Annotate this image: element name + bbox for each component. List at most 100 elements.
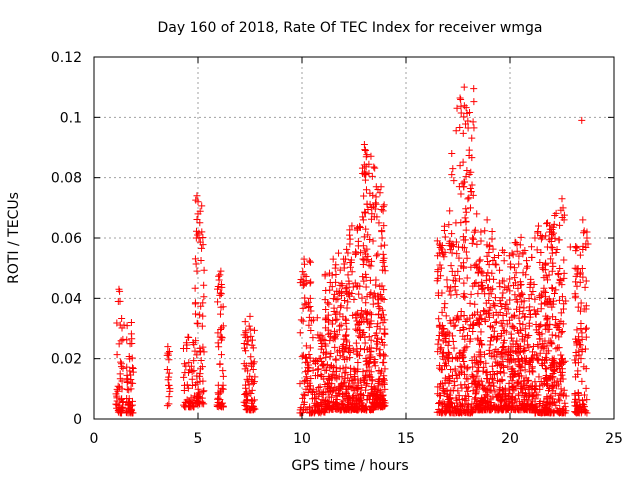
data-point [531,378,539,386]
data-point [328,283,336,291]
data-point [520,395,528,403]
data-point [529,348,537,356]
data-point [462,218,470,226]
data-point [191,255,199,263]
data-point [473,387,481,395]
data-point [242,405,250,413]
data-point [514,379,522,387]
data-point [560,386,568,394]
data-point [372,200,380,208]
data-point [466,185,474,193]
data-point [370,359,378,367]
data-point [381,241,389,249]
data-point [504,345,512,353]
data-point [478,285,486,293]
data-point [361,176,369,184]
data-point [529,288,537,296]
data-point [369,300,377,308]
data-point [302,358,310,366]
data-point [490,332,498,340]
data-point [548,249,556,257]
data-point [347,371,355,379]
data-point [549,223,557,231]
data-point [166,387,174,395]
data-point [373,394,381,402]
data-point [333,315,341,323]
data-point [344,271,352,279]
data-point [470,235,478,243]
data-point [457,109,465,117]
data-point [542,232,550,240]
data-point [379,375,387,383]
data-point [193,267,201,275]
data-point [460,279,468,287]
data-point [461,381,469,389]
data-point [470,98,478,106]
data-point [555,344,563,352]
data-point [483,385,491,393]
data-point [485,313,493,321]
data-point [240,360,248,368]
data-point [185,359,193,367]
data-point [365,344,373,352]
data-point [345,347,353,355]
data-point [506,287,514,295]
data-point [113,351,121,359]
data-point [380,341,388,349]
data-point [165,400,173,408]
data-point [516,293,524,301]
data-point [337,303,345,311]
data-point [480,307,488,315]
data-point [504,402,512,410]
data-point [507,351,515,359]
data-point [179,345,187,353]
data-point [581,408,589,416]
data-point [571,395,579,403]
data-point [524,262,532,270]
data-point [544,321,552,329]
data-point [500,342,508,350]
data-point [440,227,448,235]
data-point [462,318,470,326]
data-point [200,281,208,289]
data-point [299,268,307,276]
data-point [438,248,446,256]
data-point [362,273,370,281]
data-point [523,257,531,265]
data-point [343,325,351,333]
data-point [482,369,490,377]
data-point [199,377,207,385]
data-point [437,272,445,280]
data-point [582,277,590,285]
data-point [116,297,124,305]
data-point [466,204,474,212]
data-point [191,299,199,307]
data-point [437,264,445,272]
data-point [369,237,377,245]
data-point [365,371,373,379]
data-point [472,260,480,268]
data-point [314,372,322,380]
data-point [321,296,329,304]
data-point [354,282,362,290]
data-point [181,381,189,389]
data-point [245,381,253,389]
data-point [543,243,551,251]
data-point [342,315,350,323]
data-point [353,226,361,234]
data-point [332,271,340,279]
data-point [462,392,470,400]
data-point [467,321,475,329]
data-point [359,255,367,263]
data-point [192,260,200,268]
data-point [500,369,508,377]
data-point [365,160,373,168]
data-point [561,357,569,365]
data-point [194,198,202,206]
data-point [355,290,363,298]
data-point [441,233,449,241]
data-point [441,362,449,370]
data-point [483,406,491,414]
data-point [436,391,444,399]
data-point [543,342,551,350]
